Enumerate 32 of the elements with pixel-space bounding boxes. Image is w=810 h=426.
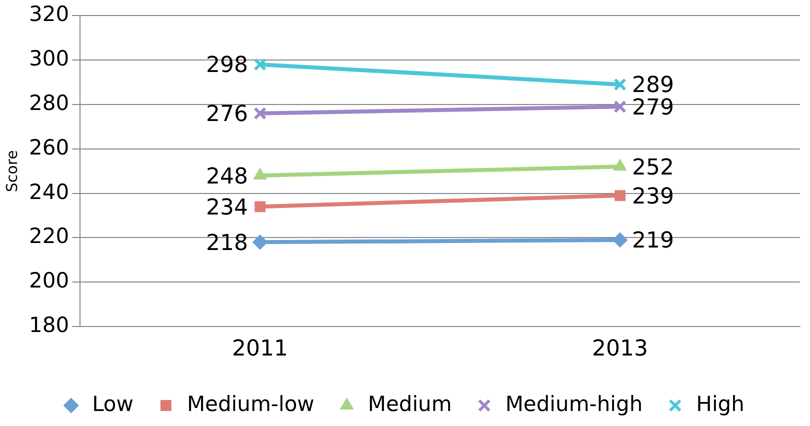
data-label: 218: [206, 230, 248, 256]
data-label: 248: [206, 164, 248, 190]
legend-label: Low: [92, 392, 134, 416]
point: [254, 201, 266, 212]
legend-label: Medium-low: [186, 392, 314, 416]
data-label: 252: [632, 155, 674, 180]
y-tick-label: 300: [28, 46, 70, 70]
point: [252, 234, 268, 250]
y-tick-label: 180: [28, 313, 70, 338]
data-label: 234: [206, 195, 248, 220]
x-tick-label: 2011: [232, 336, 288, 362]
y-axis-title: Score: [2, 150, 21, 192]
data-label: 219: [632, 228, 674, 254]
data-label: 298: [206, 53, 248, 78]
legend-label: Medium-high: [505, 392, 643, 416]
point: [614, 190, 626, 201]
point: [254, 58, 267, 71]
point: [612, 232, 628, 248]
legend-label: Medium: [368, 392, 452, 416]
legend-label: High: [696, 392, 744, 416]
y-tick-label: 280: [28, 90, 70, 115]
y-tick-label: 260: [28, 135, 70, 160]
y-tick-label: 320: [28, 2, 70, 26]
point: [254, 106, 267, 120]
y-tick-label: 200: [28, 268, 70, 293]
data-label: 239: [632, 184, 674, 210]
y-tick-label: 240: [28, 180, 70, 204]
x-tick-label: 2013: [592, 336, 648, 362]
point: [614, 100, 626, 114]
y-tick-label: 220: [28, 224, 70, 248]
data-label: 276: [206, 102, 248, 128]
point: [614, 78, 626, 91]
